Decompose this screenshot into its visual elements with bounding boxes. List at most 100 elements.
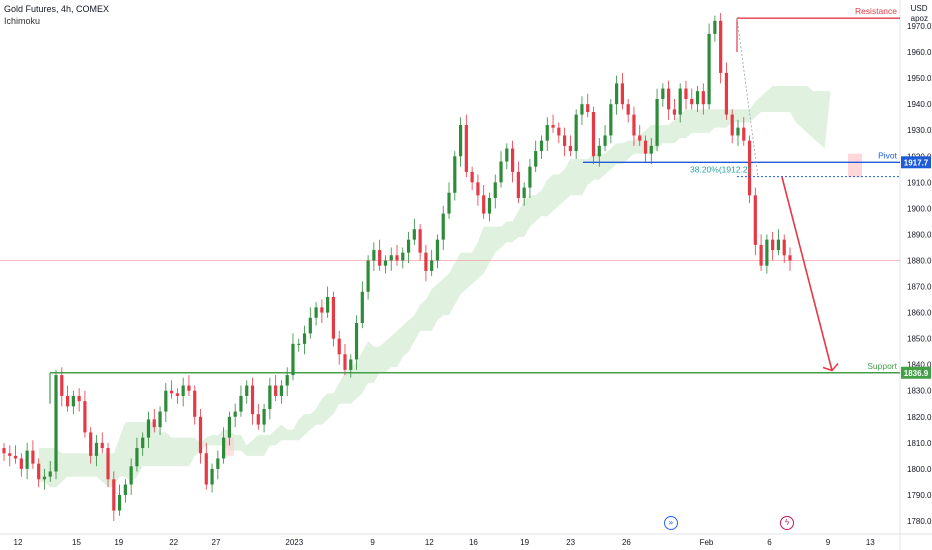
fib-trend-line [736,18,759,177]
candle-body [539,140,544,152]
candle-body [609,104,613,136]
candle-body [487,197,492,214]
y-tick-label: 1840.0 [907,361,932,370]
ichimoku-cloud [38,85,862,488]
candle-body [591,112,596,157]
candle-body [239,395,243,412]
candle-body [747,140,752,196]
candle-body [170,390,174,394]
candle-body [94,442,99,456]
candle-body [516,171,520,198]
candle-body [123,484,127,495]
support-label: Support [867,361,897,371]
indicator-label[interactable]: Ichimoku [4,16,41,26]
candle-body [528,166,532,188]
candle-body [222,437,226,459]
price-axis[interactable]: 1780.0 1790.0 1800.0 1810.0 1820.0 1830.0 1840… [901,22,932,526]
candle-body [568,145,572,152]
candle-body [678,88,682,115]
y-tick-label: 1970.0 [907,22,932,31]
candle-body [204,453,208,485]
y-tick-label: 1870.0 [907,283,932,292]
candle-body [441,213,445,240]
candle-body [360,291,364,324]
x-tick-label: Feb [700,538,714,547]
pivot-price-tag-text: 1917.7 [904,158,929,167]
candle-body [117,494,122,511]
candle-body [464,125,468,172]
y-tick-label: 1900.0 [907,204,932,213]
candle-body [510,148,515,172]
candle-body [389,255,393,261]
candle-body [354,323,359,360]
candle-body [412,229,416,240]
candle-body [71,395,75,407]
candle-body [626,104,630,115]
candle-body [13,455,18,459]
y-tick-label: 1880.0 [907,256,932,265]
x-tick-label: 15 [72,538,81,547]
candle-body [753,195,757,245]
candle-body [458,125,463,157]
candle-body [632,114,636,136]
currency-label[interactable]: USD apoz [911,4,928,24]
candle-body [378,250,382,266]
candle-body [25,450,29,469]
double-chevron-right-icon[interactable]: » [664,516,678,530]
x-tick-label: 19 [114,538,123,547]
y-tick-label: 1780.0 [907,517,932,526]
candle-body [146,419,151,438]
candle-body [695,91,700,105]
candle-body [141,437,145,449]
candle-body [198,416,203,454]
candle-body [158,411,162,428]
candle-body [331,296,336,339]
candle-body [175,393,179,396]
candle-body [245,385,249,396]
candle-body [48,471,52,477]
x-tick-label: 2023 [285,538,303,547]
candle-body [713,20,717,34]
candle-body [643,140,648,154]
candle-body [65,395,70,407]
time-axis[interactable]: 12 15 19 22 27 2023 9 12 16 19 23 26 Feb 6 9 13 [14,538,876,547]
candle-body [736,127,740,136]
candle-body [268,385,272,409]
y-tick-label: 1790.0 [907,491,932,500]
candle-body [152,419,156,428]
candle-body [54,375,58,472]
lightning-icon[interactable]: ϟ [780,516,794,530]
currency-line1: USD [910,4,928,13]
y-tick-label: 1850.0 [907,335,932,344]
forecast-arrow[interactable] [781,176,833,371]
candle-body [187,385,191,391]
candle-body [262,408,266,425]
cloud-area [38,85,831,488]
x-tick-label: 26 [622,538,631,547]
candle-body [112,479,116,511]
candle-body [742,127,746,141]
y-tick-label: 1820.0 [907,413,932,422]
candle-body [776,239,781,251]
candle-body [406,239,411,253]
fib-label: 38.20%(1912.2) [690,164,751,174]
symbol-title: Gold Futures, 4h, COMEX [4,4,110,14]
candle-body [563,135,567,146]
resistance-label: Resistance [855,6,897,16]
x-tick-label: 27 [212,538,221,547]
candle-body [37,463,41,480]
candle-body [430,260,434,271]
candle-body [615,83,619,105]
candle-body [106,448,110,480]
candle-body [372,250,376,261]
candle-body [8,453,12,456]
candle-body [193,390,197,417]
candle-body [89,432,93,456]
candle-body [250,385,255,415]
x-tick-label: 19 [520,538,529,547]
candle-body [181,385,185,396]
candle-body [597,145,601,157]
candle-body [395,255,399,261]
